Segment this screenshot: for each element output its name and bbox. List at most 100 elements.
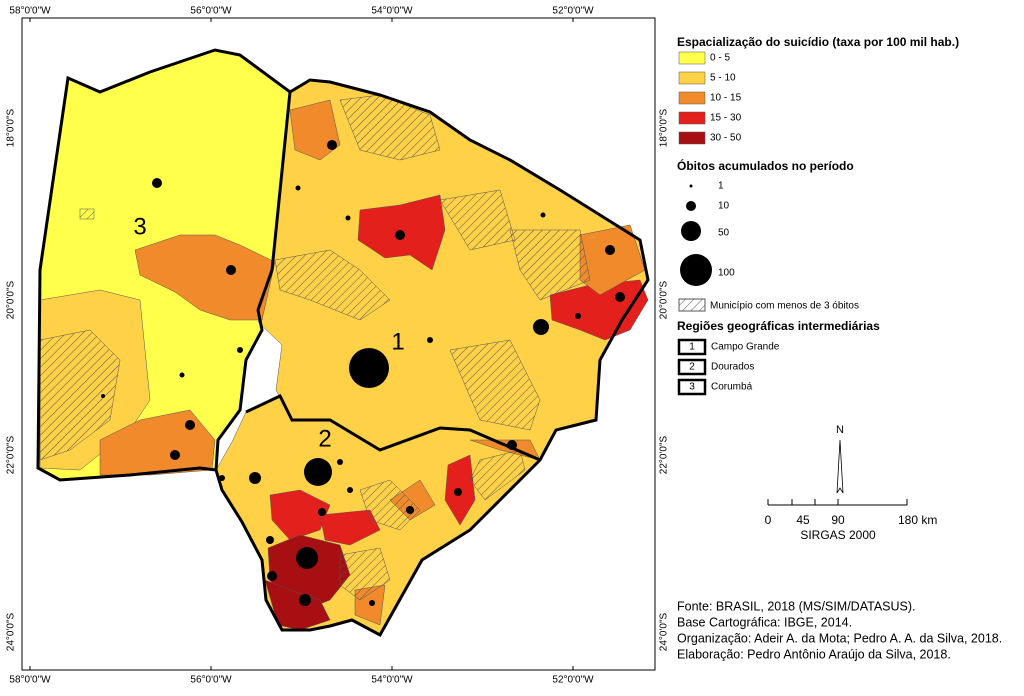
legend-dot: [680, 254, 712, 286]
death-marker: [605, 245, 615, 255]
death-marker: [318, 508, 326, 516]
region-border: [214, 91, 292, 471]
coordinate-label: 18°0'0"S: [6, 108, 17, 147]
legend-region-box: [677, 338, 707, 356]
legend-region-number: 2: [689, 362, 695, 373]
coordinate-label: 56°0'0"W: [190, 675, 232, 686]
legend-label: 10 - 15: [710, 93, 742, 104]
legend-label: Município com menos de 3 óbitos: [710, 301, 859, 312]
legend-region-number: 1: [689, 342, 695, 353]
legend-label: 10: [718, 201, 730, 212]
legend-swatch: [678, 111, 706, 125]
death-marker: [369, 600, 375, 606]
hatched-municipality: [39, 329, 121, 461]
death-marker: [395, 230, 405, 240]
death-marker: [179, 372, 185, 378]
death-markers: [101, 140, 625, 606]
death-marker: [533, 319, 549, 335]
credit: Base Cartográfica: IBGE, 2014.: [677, 615, 852, 629]
legend-dot: [681, 221, 701, 241]
death-marker: [615, 292, 625, 302]
credit: Fonte: BRASIL, 2018 (MS/SIM/DATASUS).: [677, 599, 916, 613]
legend-region-box: [677, 358, 707, 376]
death-marker: [152, 178, 162, 188]
death-marker: [237, 347, 243, 353]
death-marker: [345, 215, 351, 221]
crs: SIRGAS 2000: [800, 528, 876, 542]
legend-swatch: [678, 91, 706, 105]
death-marker: [454, 488, 462, 496]
coordinate-label: 22°0'0"S: [659, 435, 670, 474]
death-marker: [249, 472, 261, 484]
legend-regions-title: Regiões geográficas intermediárias: [677, 319, 880, 333]
legend-label: Corumbá: [711, 382, 753, 393]
map: 3 1 2: [36, 48, 650, 638]
credit: Organização: Adeir A. da Mota; Pedro A. …: [677, 631, 1002, 645]
legend-label: 50: [718, 228, 730, 239]
legend-deaths: 1 10 50 100: [680, 181, 735, 286]
scale-label: 45: [796, 513, 810, 527]
death-marker: [347, 487, 353, 493]
death-marker: [299, 594, 311, 606]
coordinate-label: 52°0'0"W: [552, 6, 594, 17]
legend-region-box: [677, 378, 707, 396]
death-marker: [337, 459, 343, 465]
region-label: 1: [391, 328, 404, 355]
death-marker: [296, 547, 318, 569]
death-marker: [267, 571, 277, 581]
death-marker: [349, 348, 389, 388]
death-marker: [101, 394, 105, 398]
north-arrow: N: [836, 424, 844, 494]
death-marker: [304, 458, 332, 486]
legend-label: 100: [718, 268, 735, 279]
coordinate-label: 54°0'0"W: [371, 6, 413, 17]
hatched-municipality: [509, 229, 591, 301]
legend-deaths-title: Óbitos acumulados no período: [677, 158, 854, 173]
legend-hatch: [678, 298, 706, 312]
hatched-municipality: [79, 208, 95, 220]
coordinate-label: 20°0'0"S: [659, 280, 670, 319]
coordinate-label: 58°0'0"W: [9, 6, 51, 17]
death-marker: [226, 265, 236, 275]
death-marker: [507, 440, 517, 450]
region-border: [36, 48, 650, 638]
legend-label: Dourados: [711, 362, 754, 373]
scale-label: 90: [831, 513, 845, 527]
legend-regions: 1 Campo Grande 2 Dourados 3 Corumbá: [677, 338, 780, 396]
coordinate-label: 52°0'0"W: [552, 675, 594, 686]
scale-label: 180 km: [898, 513, 937, 527]
coordinate-label: 54°0'0"W: [371, 675, 413, 686]
legend-label: 5 - 10: [710, 73, 736, 84]
coordinate-label: 58°0'0"W: [9, 675, 51, 686]
coordinate-label: 24°0'0"S: [6, 612, 17, 651]
coordinate-label: 20°0'0"S: [6, 280, 17, 319]
death-marker: [327, 140, 337, 150]
legend-swatch: [678, 71, 706, 85]
legend-dot: [686, 201, 696, 211]
death-marker: [295, 185, 301, 191]
legend-label: Campo Grande: [711, 342, 780, 353]
municipality: [319, 509, 381, 546]
death-marker: [575, 313, 581, 319]
coordinate-label: 18°0'0"S: [659, 108, 670, 147]
legend-swatch: [678, 131, 706, 145]
legend-title: Espacialização do suicídio (taxa por 100…: [677, 35, 959, 49]
coordinate-label: 24°0'0"S: [659, 612, 670, 651]
hatched-municipality: [339, 547, 391, 601]
north-arrow-shape: [836, 439, 844, 494]
death-marker: [427, 337, 433, 343]
death-marker: [185, 420, 195, 430]
municipality: [134, 234, 276, 321]
death-marker: [266, 536, 274, 544]
legend-swatch: [678, 51, 706, 65]
death-marker: [540, 212, 546, 218]
legend-classes: 0 - 5 5 - 10 10 - 15 15 - 30 30 - 50: [678, 51, 742, 145]
region-label: 3: [133, 213, 146, 240]
death-marker: [170, 450, 180, 460]
scale-bar: 0 45 90 180 km: [765, 499, 937, 527]
death-marker: [219, 475, 225, 481]
hatched-municipality: [274, 249, 391, 321]
legend-label: 1: [718, 181, 724, 192]
death-marker: [406, 506, 414, 514]
